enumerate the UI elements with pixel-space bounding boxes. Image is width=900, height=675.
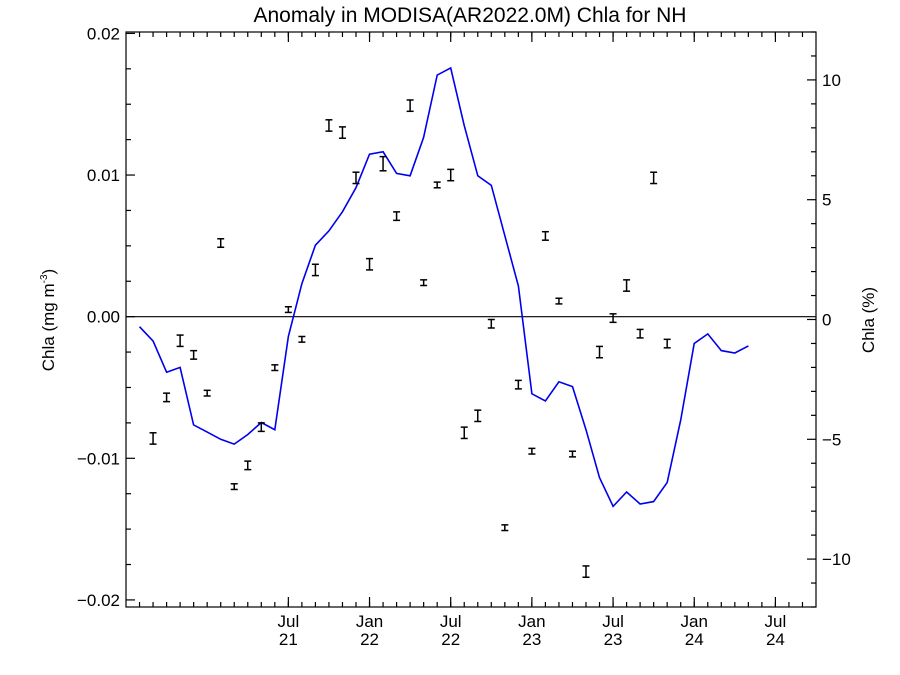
data-point-errorbar: [636, 328, 644, 339]
y-left-tick-label: 0.00: [87, 308, 120, 327]
data-point-errorbar: [311, 263, 319, 277]
data-point-errorbar: [393, 211, 401, 222]
data-point-errorbar: [568, 450, 576, 458]
x-tick-label-year: 21: [279, 630, 298, 649]
data-point-errorbar: [663, 338, 671, 349]
data-point-errorbar: [176, 334, 184, 348]
x-tick-label-year: 23: [522, 630, 541, 649]
data-point-errorbar: [447, 168, 455, 182]
x-tick-label-year: 22: [360, 630, 379, 649]
data-point-errorbar: [460, 426, 468, 440]
y-axis-right-label: Chla (%): [859, 287, 878, 353]
data-point-errorbar: [609, 313, 617, 324]
data-point-errorbar: [582, 565, 590, 579]
x-tick-label-month: Jul: [440, 612, 462, 631]
x-tick-label-month: Jan: [356, 612, 383, 631]
data-point-errorbar: [163, 392, 171, 403]
data-point-errorbar: [217, 238, 225, 249]
x-tick-label-month: Jul: [277, 612, 299, 631]
x-tick-label-year: 24: [685, 630, 704, 649]
data-point-errorbar: [623, 279, 631, 292]
y-axis-left-label-sup: -3: [39, 274, 50, 283]
data-point-errorbar: [433, 181, 441, 189]
data-point-errorbar: [271, 364, 279, 372]
x-tick-label-month: Jul: [765, 612, 787, 631]
data-point-errorbar: [474, 409, 482, 423]
series-line: [138, 66, 749, 508]
chart-title: Anomaly in MODISA(AR2022.0M) Chla for NH: [254, 4, 687, 27]
data-point-errorbar: [650, 171, 658, 185]
y-left-tick-label: 0.02: [87, 24, 120, 43]
data-point-errorbar: [149, 432, 157, 445]
data-point-errorbar: [190, 349, 198, 360]
data-point-errorbar: [325, 119, 333, 132]
x-tick-label-month: Jul: [602, 612, 624, 631]
data-point-errorbar: [541, 230, 549, 241]
data-point-errorbar: [284, 306, 292, 314]
data-point-errorbar: [420, 279, 428, 287]
y-axis-left-label: Chla (mg m-3): [39, 269, 58, 371]
data-point-errorbar: [514, 379, 522, 390]
y-right-tick-label: −5: [822, 430, 841, 449]
x-tick-label-year: 22: [441, 630, 460, 649]
chart-marks: 0.020.010.00−0.01−0.021050−5−10Jul21Jan2…: [77, 24, 851, 649]
x-tick-label-year: 24: [766, 630, 785, 649]
x-tick-label-month: Jan: [518, 612, 545, 631]
data-point-errorbar: [352, 171, 360, 185]
data-point-errorbar: [244, 460, 252, 471]
x-tick-label-month: Jan: [681, 612, 708, 631]
y-right-tick-label: −10: [822, 550, 851, 569]
data-point-errorbar: [501, 524, 509, 532]
data-point-errorbar: [338, 126, 346, 139]
data-point-errorbar: [379, 155, 387, 172]
data-point-errorbar: [406, 99, 414, 113]
y-axis-left-label-close: ): [39, 269, 58, 275]
y-left-tick-label: −0.01: [77, 449, 120, 468]
data-point-errorbar: [298, 335, 306, 343]
y-left-tick-label: −0.02: [77, 591, 120, 610]
y-axis-left-label-main: Chla (mg m: [39, 283, 58, 371]
y-right-tick-label: 0: [822, 311, 831, 330]
y-right-tick-label: 5: [822, 191, 831, 210]
x-tick-label-year: 23: [604, 630, 623, 649]
data-point-errorbar: [555, 297, 563, 305]
data-point-errorbar: [528, 447, 536, 455]
y-left-tick-label: 0.01: [87, 166, 120, 185]
data-point-errorbar: [366, 257, 374, 271]
data-point-errorbar: [203, 389, 211, 397]
plot-frame: [125, 31, 817, 608]
data-point-errorbar: [596, 345, 604, 359]
data-point-errorbar: [230, 483, 238, 491]
data-point-errorbar: [257, 422, 265, 433]
data-point-errorbar: [487, 318, 495, 329]
y-right-tick-label: 10: [822, 71, 841, 90]
